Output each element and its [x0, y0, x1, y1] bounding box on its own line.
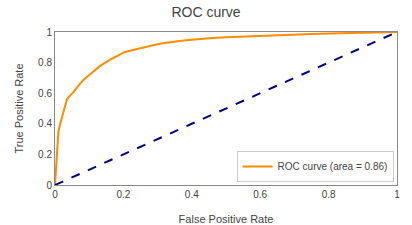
svg-text:0.8: 0.8 [322, 189, 336, 200]
svg-text:0.2: 0.2 [38, 149, 52, 160]
svg-text:0.8: 0.8 [38, 57, 52, 68]
svg-text:ROC curve (area = 0.86): ROC curve (area = 0.86) [278, 161, 388, 172]
svg-text:1: 1 [394, 189, 400, 200]
svg-text:False Positive Rate: False Positive Rate [179, 213, 274, 225]
svg-text:0.2: 0.2 [116, 189, 130, 200]
svg-text:0: 0 [46, 180, 52, 191]
svg-text:0.4: 0.4 [38, 118, 52, 129]
svg-text:0: 0 [52, 189, 58, 200]
svg-text:0.4: 0.4 [185, 189, 199, 200]
svg-text:0.6: 0.6 [38, 88, 52, 99]
svg-text:0.6: 0.6 [253, 189, 267, 200]
svg-text:True Positive Rate: True Positive Rate [13, 63, 25, 153]
svg-text:ROC curve: ROC curve [171, 4, 240, 20]
svg-text:1: 1 [46, 27, 52, 38]
